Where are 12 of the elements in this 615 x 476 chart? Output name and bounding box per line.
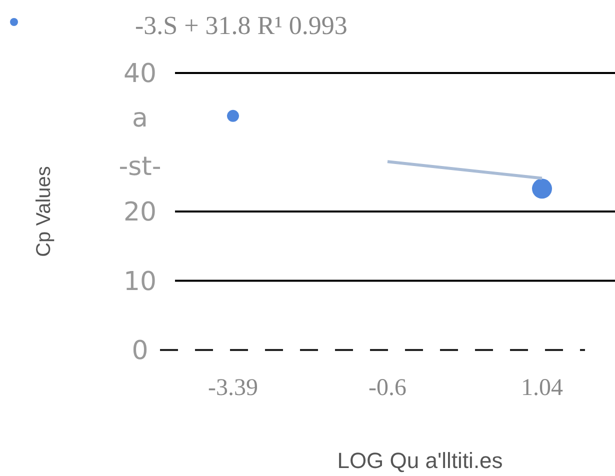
y-tick-label: a: [132, 103, 148, 134]
x-axis-title: LOG Qu a'lltiti.es: [337, 448, 503, 473]
text: -3.S + 31.8 R¹ 0.993: [135, 11, 348, 40]
y-tick-label: 20: [123, 198, 157, 228]
x-tick-label: 1.04: [521, 375, 563, 401]
y-tick-label: -st-: [118, 152, 162, 182]
x-tick-label: -0.6: [368, 375, 406, 401]
y-axis-title: Cp Values: [33, 166, 55, 257]
x-tick-label: -3.39: [208, 375, 258, 401]
y-tick-label: 0: [132, 336, 148, 366]
y-tick-label: 10: [123, 266, 157, 297]
y-tick-label: 40: [123, 59, 157, 90]
